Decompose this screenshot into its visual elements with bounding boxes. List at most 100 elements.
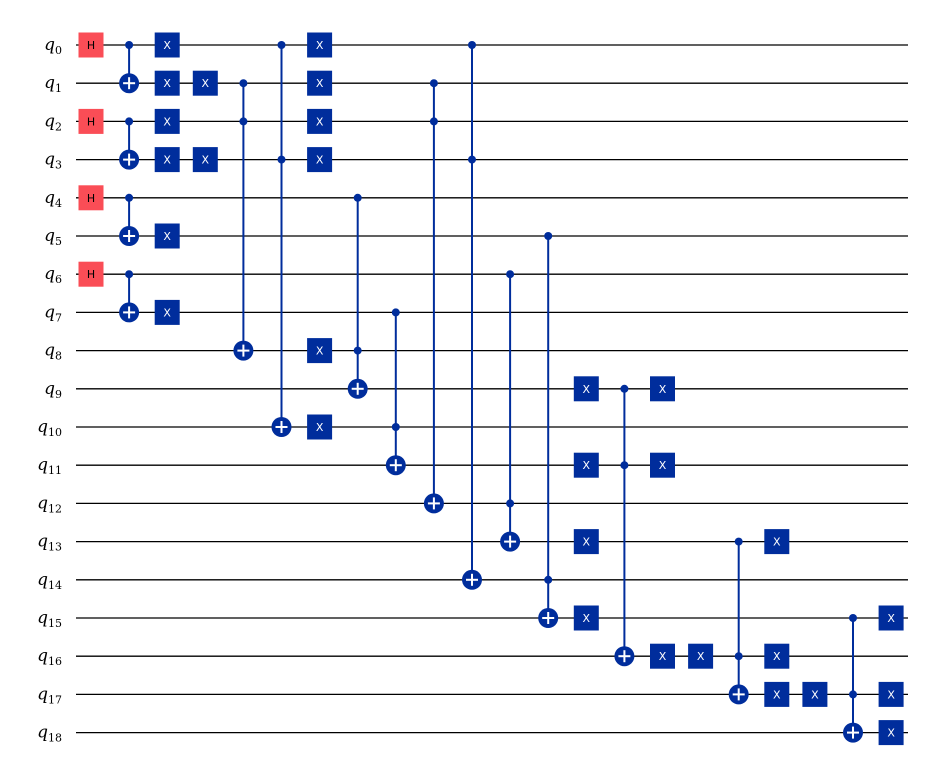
control-dot <box>239 79 248 88</box>
pauli-x-gate: X <box>192 147 218 173</box>
pauli-x-gate: X <box>154 299 180 325</box>
gate-label: X <box>773 536 781 549</box>
qubit-label: q2 <box>44 111 62 133</box>
pauli-x-gate: X <box>878 720 904 746</box>
control-dot <box>125 193 134 202</box>
qubit-label: q7 <box>44 302 62 324</box>
toffoli-gate <box>271 41 292 437</box>
gate-box <box>878 605 904 631</box>
qubit-label: q4 <box>44 188 62 210</box>
gate-box <box>154 147 180 173</box>
gate-box <box>78 261 104 287</box>
pauli-x-gate: X <box>307 70 333 96</box>
gate-label: X <box>583 536 591 549</box>
control-dot <box>734 537 743 546</box>
gate-box <box>307 147 333 173</box>
gate-label: X <box>659 650 667 663</box>
gate-label: X <box>316 421 324 434</box>
gate-label: X <box>163 115 171 128</box>
gate-box <box>192 147 218 173</box>
gate-box <box>192 70 218 96</box>
qubit-label: q14 <box>37 570 62 592</box>
target-icon <box>728 684 749 705</box>
gate-box <box>78 32 104 58</box>
control-dot <box>353 193 362 202</box>
gate-box <box>307 108 333 134</box>
control-dot <box>620 384 629 393</box>
target-icon <box>843 722 863 743</box>
gate-label: X <box>316 115 324 128</box>
pauli-x-gate: X <box>307 338 333 364</box>
target-icon <box>119 302 140 323</box>
pauli-x-gate: X <box>154 70 180 96</box>
gates: H H H H X X X X X X X X X X X X X X X X X X X X X X X X X X X X X <box>78 32 904 746</box>
toffoli-gate <box>843 614 863 743</box>
control-dot <box>125 270 134 279</box>
toffoli-gate <box>347 193 368 399</box>
target-icon <box>119 226 140 246</box>
control-dot <box>277 41 286 49</box>
gate-label: X <box>163 77 171 90</box>
toffoli-gate <box>233 79 254 361</box>
hadamard-gate: H <box>78 261 104 287</box>
pauli-x-gate: X <box>307 414 333 440</box>
pauli-x-gate: X <box>154 223 180 249</box>
pauli-x-gate: X <box>154 147 180 173</box>
gate-label: X <box>316 77 324 90</box>
gate-label: X <box>887 688 895 701</box>
qubit-label: q11 <box>37 455 62 477</box>
control-dot <box>239 117 248 126</box>
pauli-x-gate: X <box>573 529 599 555</box>
gate-box <box>650 452 675 478</box>
qubit-label: q3 <box>44 150 62 172</box>
gate-box <box>154 108 180 134</box>
gate-label: H <box>87 39 95 52</box>
gate-label: H <box>87 192 95 205</box>
toffoli-gate <box>728 537 749 705</box>
gate-box <box>573 376 599 402</box>
gate-label: X <box>316 154 324 167</box>
control-dot <box>391 423 400 431</box>
cnot-gate <box>119 41 140 94</box>
gate-label: X <box>202 77 210 90</box>
gate-label: X <box>811 688 819 701</box>
gate-label: X <box>887 612 895 625</box>
control-dot <box>391 308 400 317</box>
gate-connectors <box>119 41 863 743</box>
pauli-x-gate: X <box>650 643 675 669</box>
control-dot <box>468 155 476 164</box>
target-icon <box>538 608 559 628</box>
gate-box <box>688 643 714 669</box>
toffoli-gate <box>500 270 521 552</box>
pauli-x-gate: X <box>154 32 180 58</box>
pauli-x-gate: X <box>307 32 333 58</box>
gate-label: X <box>659 459 667 472</box>
qubit-label: q13 <box>37 532 62 554</box>
control-dot <box>429 117 438 126</box>
target-icon <box>347 378 368 399</box>
gate-box <box>154 70 180 96</box>
qubit-label: q6 <box>44 264 62 286</box>
control-dot <box>544 232 553 240</box>
cnot-gate <box>119 193 140 246</box>
qubit-label: q17 <box>37 684 62 706</box>
pauli-x-gate: X <box>764 681 790 707</box>
gate-label: X <box>163 154 171 167</box>
gate-label: X <box>202 154 210 167</box>
pauli-x-gate: X <box>154 108 180 134</box>
gate-box <box>650 376 675 402</box>
gate-label: X <box>316 39 324 52</box>
qubit-label: q0 <box>44 35 62 57</box>
gate-box <box>573 605 599 631</box>
gate-box <box>78 108 104 134</box>
gate-box <box>154 299 180 325</box>
target-icon <box>423 493 444 514</box>
control-dot <box>849 614 857 622</box>
control-dot <box>620 461 629 470</box>
gate-label: H <box>87 268 95 281</box>
gate-box <box>154 223 180 249</box>
gate-label: X <box>163 230 171 243</box>
cnot-gate <box>119 270 140 323</box>
pauli-x-gate: X <box>688 643 714 669</box>
pauli-x-gate: X <box>192 70 218 96</box>
